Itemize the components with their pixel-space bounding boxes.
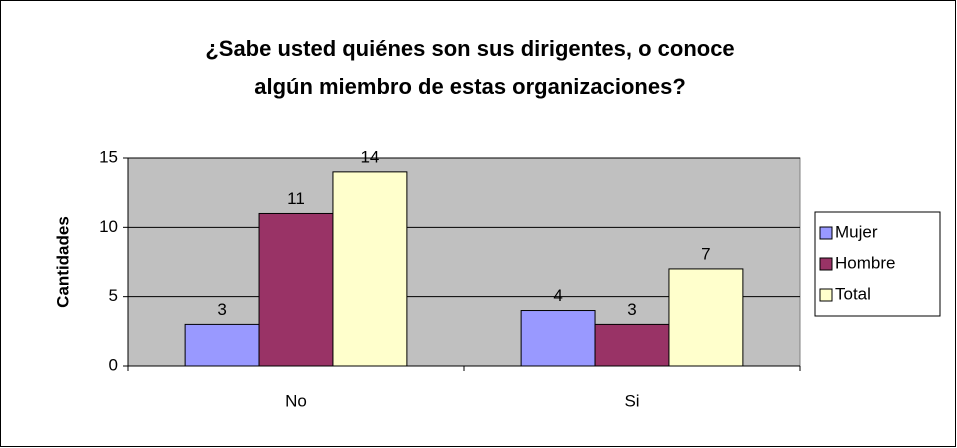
value-label: 3 <box>627 300 636 319</box>
y-tick-label: 0 <box>109 355 118 374</box>
y-tick-label: 15 <box>99 147 118 166</box>
y-axis-label: Cantidades <box>53 216 72 308</box>
legend-swatch <box>819 257 833 271</box>
legend-swatch <box>819 226 833 240</box>
bar <box>668 268 744 367</box>
legend <box>814 211 941 317</box>
legend-swatch <box>819 288 833 302</box>
chart-title: ¿Sabe usted quiénes son sus dirigentes, … <box>205 36 734 61</box>
legend-label: Mujer <box>835 222 878 241</box>
value-label: 4 <box>553 286 562 305</box>
bar <box>520 310 596 367</box>
y-tick-label: 5 <box>109 286 118 305</box>
y-tick-label: 10 <box>99 217 118 236</box>
chart-title: algún miembro de estas organizaciones? <box>254 74 686 99</box>
bar <box>184 323 260 367</box>
value-label: 7 <box>701 244 710 263</box>
bar <box>332 171 408 367</box>
x-tick-label: Si <box>624 391 639 410</box>
bar <box>258 212 334 367</box>
value-label: 3 <box>217 300 226 319</box>
legend-label: Total <box>835 284 871 303</box>
bar <box>594 323 670 367</box>
x-tick-label: No <box>285 391 307 410</box>
value-label: 14 <box>360 147 379 166</box>
legend-label: Hombre <box>835 253 895 272</box>
value-label: 11 <box>287 189 305 208</box>
